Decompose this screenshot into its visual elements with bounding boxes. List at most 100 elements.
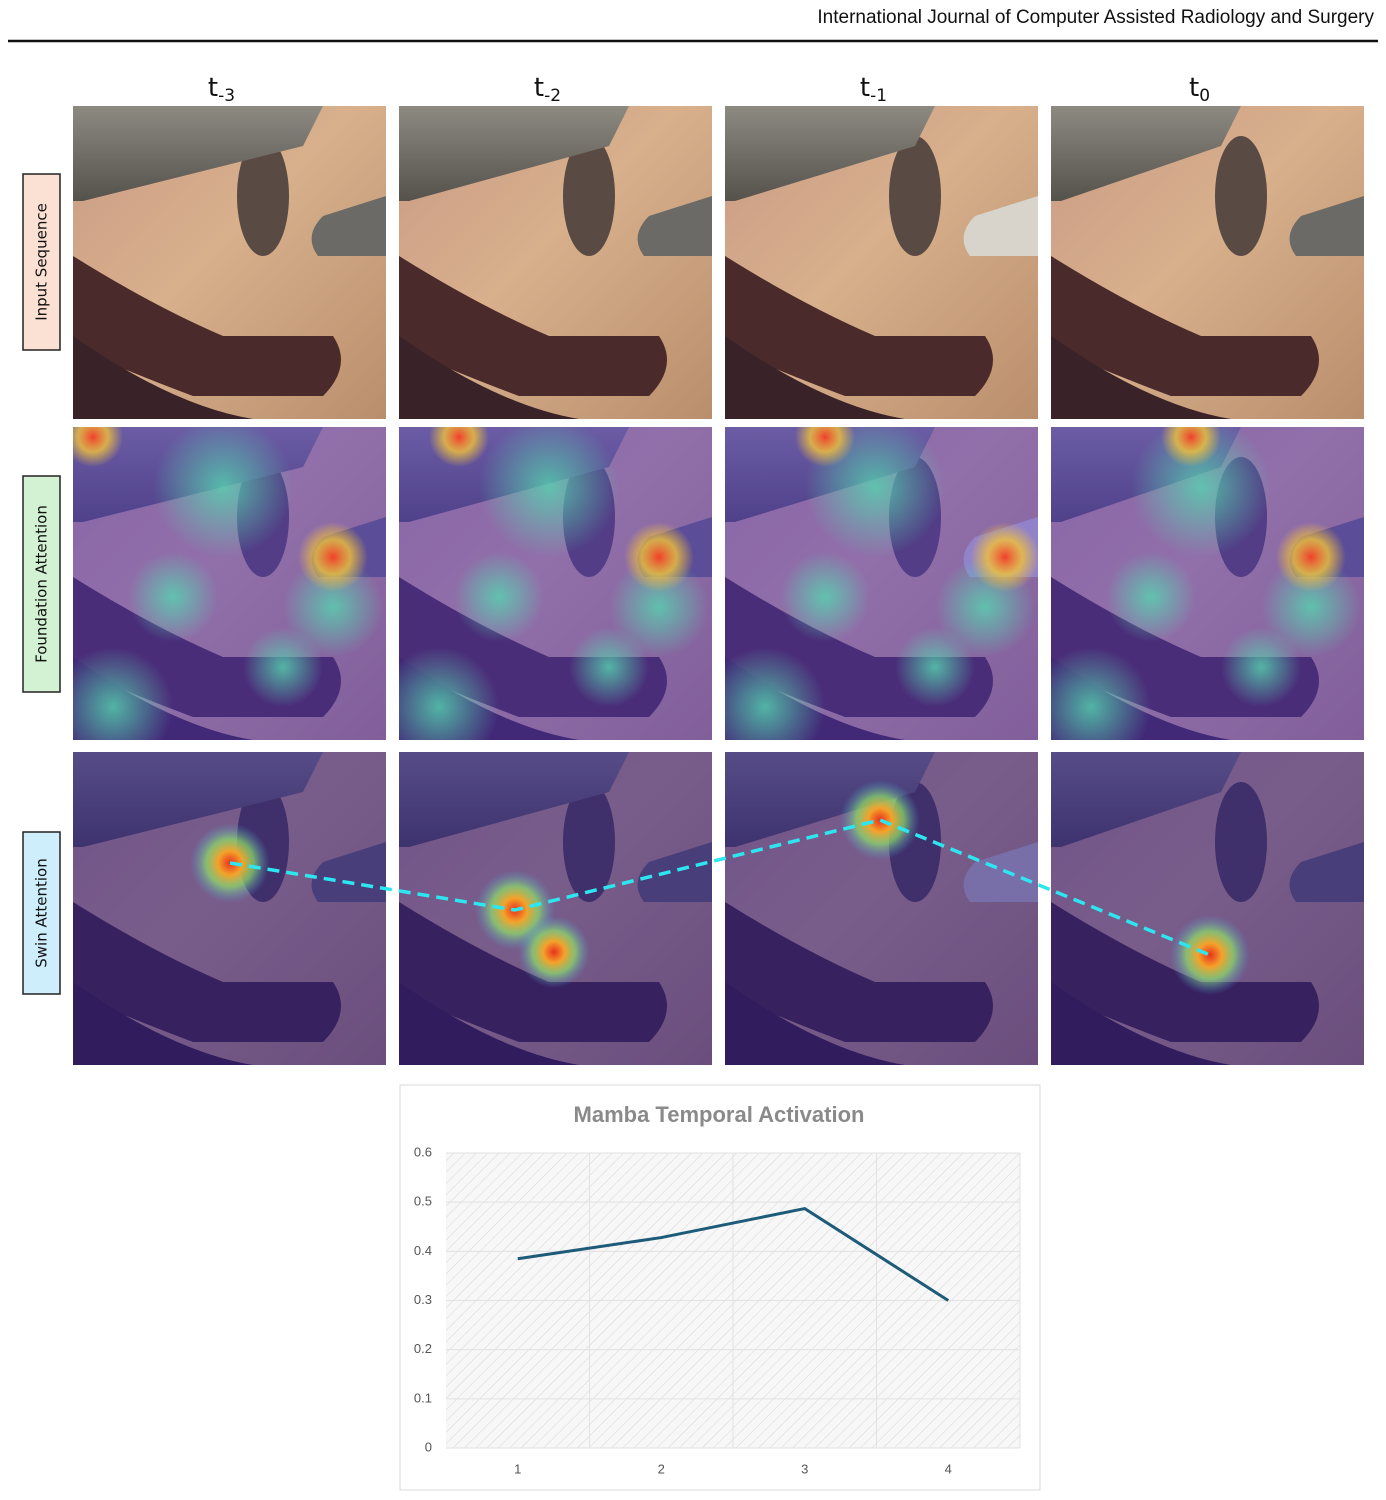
scene <box>1051 427 1364 740</box>
column-label: t-3 <box>208 73 235 107</box>
column-label-base: t <box>860 73 870 103</box>
column-label-base: t <box>208 73 218 103</box>
image-panel <box>73 427 386 740</box>
y-tick-label: 0.1 <box>414 1390 432 1405</box>
attention-blob <box>1131 427 1271 557</box>
row-label: Input Sequence <box>33 203 51 321</box>
chart-title: Mamba Temporal Activation <box>574 1102 865 1127</box>
scene <box>725 106 1038 419</box>
attention-overlay <box>399 752 712 1065</box>
attention-peak <box>1276 522 1346 592</box>
scene <box>1051 752 1364 1065</box>
chart: 0 0.1 0.2 0.3 0.4 0.5 0.6 1 2 3 4 <box>414 1144 1021 1476</box>
x-tick-label: 4 <box>945 1461 952 1476</box>
y-tick-label: 0.6 <box>414 1144 432 1159</box>
attention-peak <box>1161 427 1221 467</box>
x-tick-label: 3 <box>801 1461 808 1476</box>
column-label-base: t <box>534 73 544 103</box>
image-panel <box>73 752 386 1065</box>
lower-organ <box>73 336 253 419</box>
x-tick-label: 2 <box>658 1461 665 1476</box>
trocar <box>637 196 712 256</box>
attention-blob <box>243 627 323 707</box>
column-label-sub: -1 <box>870 86 887 106</box>
image-panel <box>399 106 712 419</box>
trocar <box>311 196 386 256</box>
column-label: t0 <box>1189 73 1210 107</box>
scene <box>399 427 712 740</box>
attention-hotspot <box>1170 915 1250 995</box>
attention-blob <box>283 557 383 657</box>
instrument <box>399 106 629 201</box>
lower-organ <box>399 336 579 419</box>
cavity <box>563 136 615 256</box>
image-panel <box>1051 427 1364 740</box>
cavity <box>889 136 941 256</box>
image-panel <box>725 106 1038 419</box>
attention-blob <box>1261 557 1361 657</box>
image-panel <box>399 427 712 740</box>
attention-peak <box>970 522 1038 592</box>
lower-organ <box>725 336 905 419</box>
y-tick-label: 0.2 <box>414 1341 432 1356</box>
column-label-sub: 0 <box>1199 86 1210 106</box>
attention-blob <box>1221 627 1301 707</box>
scene <box>1051 106 1364 419</box>
row-label-box <box>22 173 61 351</box>
attention-hotspot <box>518 916 590 988</box>
scene <box>73 106 386 419</box>
scene <box>399 106 712 419</box>
image-panel <box>725 427 1038 740</box>
attention-peak <box>624 522 694 592</box>
attention-blob <box>479 427 619 557</box>
column-label-sub: -2 <box>544 86 561 106</box>
y-tick-label: 0.4 <box>414 1243 432 1258</box>
attention-blob <box>73 647 173 740</box>
attention-overlay <box>73 752 386 1065</box>
attention-blob <box>153 427 293 557</box>
attention-blob <box>454 552 544 642</box>
organ <box>1051 256 1319 396</box>
attention-peak <box>795 427 855 467</box>
instrument <box>73 106 323 201</box>
row-labels: Input Sequence Foundation Attention Swin… <box>22 173 61 995</box>
column-label-base: t <box>1189 73 1199 103</box>
attention-blob <box>780 552 870 642</box>
attention-hotspot <box>840 780 920 860</box>
organ <box>399 256 667 396</box>
row-label: Swin Attention <box>33 858 51 967</box>
attention-peak <box>298 522 368 592</box>
column-label-sub: -3 <box>218 86 235 106</box>
attention-blob <box>1051 647 1151 740</box>
journal-header: International Journal of Computer Assist… <box>817 7 1374 28</box>
image-panel <box>725 752 1038 1065</box>
scene <box>73 752 386 1065</box>
attention-track <box>229 818 1211 957</box>
lower-organ <box>1051 336 1231 419</box>
data-line <box>517 1206 950 1302</box>
attention-blob <box>895 627 975 707</box>
row-label: Foundation Attention <box>33 505 51 663</box>
attention-overlay <box>1051 752 1364 1065</box>
panels <box>73 106 1364 1065</box>
row-label-box <box>22 475 61 693</box>
scene <box>725 752 1038 1065</box>
cavity <box>237 136 289 256</box>
column-label: t-2 <box>534 73 561 107</box>
attention-blob <box>609 557 709 657</box>
image-panel <box>1051 106 1364 419</box>
cavity <box>1215 136 1267 256</box>
attention-blob <box>1106 552 1196 642</box>
organ <box>725 256 993 396</box>
row-label-box <box>22 831 61 995</box>
organ <box>73 256 341 396</box>
column-label: t-1 <box>860 73 887 107</box>
image-panel <box>1051 752 1364 1065</box>
instrument <box>725 106 935 201</box>
attention-peak <box>429 427 489 467</box>
y-tick-label: 0 <box>425 1439 432 1454</box>
x-tick-label: 1 <box>514 1461 521 1476</box>
trocar <box>1289 196 1364 256</box>
y-tick-label: 0.3 <box>414 1292 432 1307</box>
